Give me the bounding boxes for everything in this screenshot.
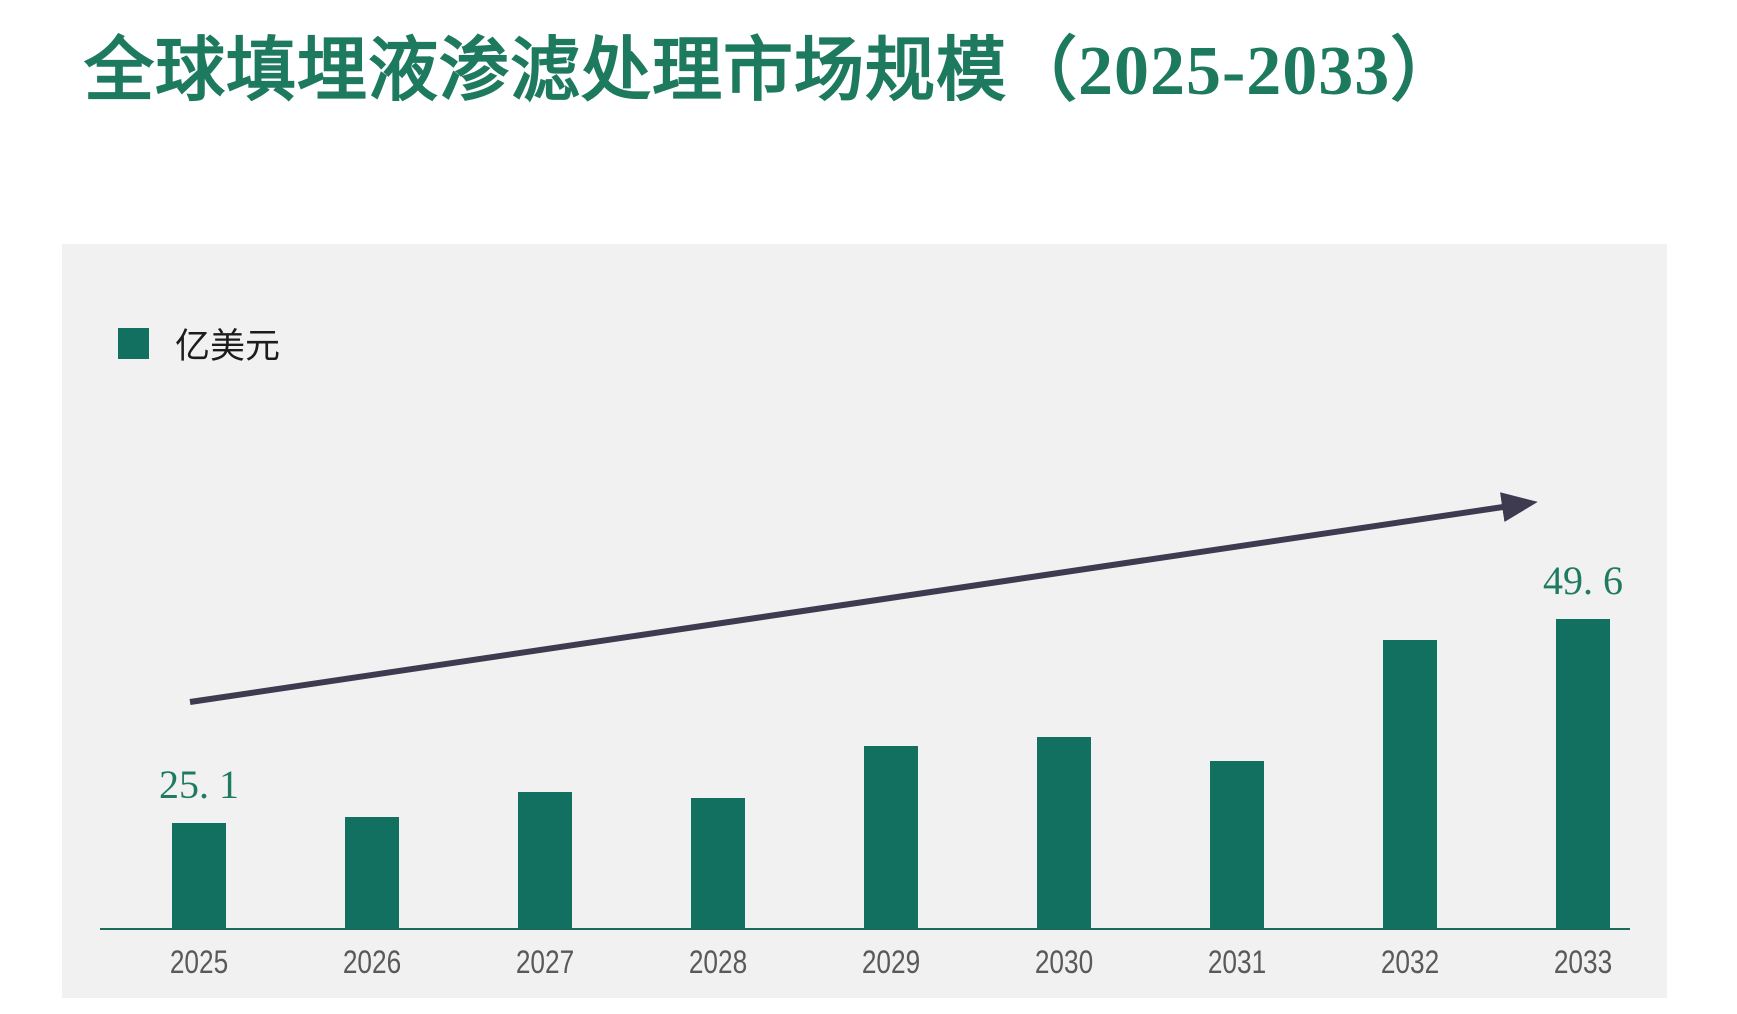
bar-2030 xyxy=(1037,737,1091,929)
chart-panel: 亿美元 2025 2026 2027 2028 2029 2030 2031 2032 2033… xyxy=(62,244,1667,998)
x-tick-label-2027: 2027 xyxy=(515,944,575,980)
data-label-2025: 25. 1 xyxy=(159,762,239,807)
x-tick-label-2033: 2033 xyxy=(1553,944,1613,980)
x-tick-label-2026: 2026 xyxy=(342,944,402,980)
bar-2025 xyxy=(172,823,226,929)
trend-arrow-icon xyxy=(189,492,1538,705)
legend: 亿美元 xyxy=(118,326,280,366)
legend-swatch-icon xyxy=(118,327,149,359)
x-axis-line xyxy=(100,928,1630,930)
x-tick-label-2031: 2031 xyxy=(1207,944,1267,980)
bar-2026 xyxy=(345,817,399,929)
data-label-2033: 49. 6 xyxy=(1543,558,1623,603)
bar-2032 xyxy=(1383,640,1437,929)
page-title: 全球填埋液渗滤处理市场规模（2025-2033） xyxy=(84,33,1462,110)
x-tick-label-2029: 2029 xyxy=(861,944,921,980)
bar-2028 xyxy=(691,798,745,929)
x-tick-label-2025: 2025 xyxy=(169,944,229,980)
bar-2033 xyxy=(1556,619,1610,929)
bar-2027 xyxy=(518,792,572,929)
x-tick-label-2030: 2030 xyxy=(1034,944,1094,980)
x-tick-label-2028: 2028 xyxy=(688,944,748,980)
bar-2031 xyxy=(1210,761,1264,929)
x-tick-label-2032: 2032 xyxy=(1380,944,1440,980)
bar-2029 xyxy=(864,746,918,929)
legend-label: 亿美元 xyxy=(175,326,281,366)
